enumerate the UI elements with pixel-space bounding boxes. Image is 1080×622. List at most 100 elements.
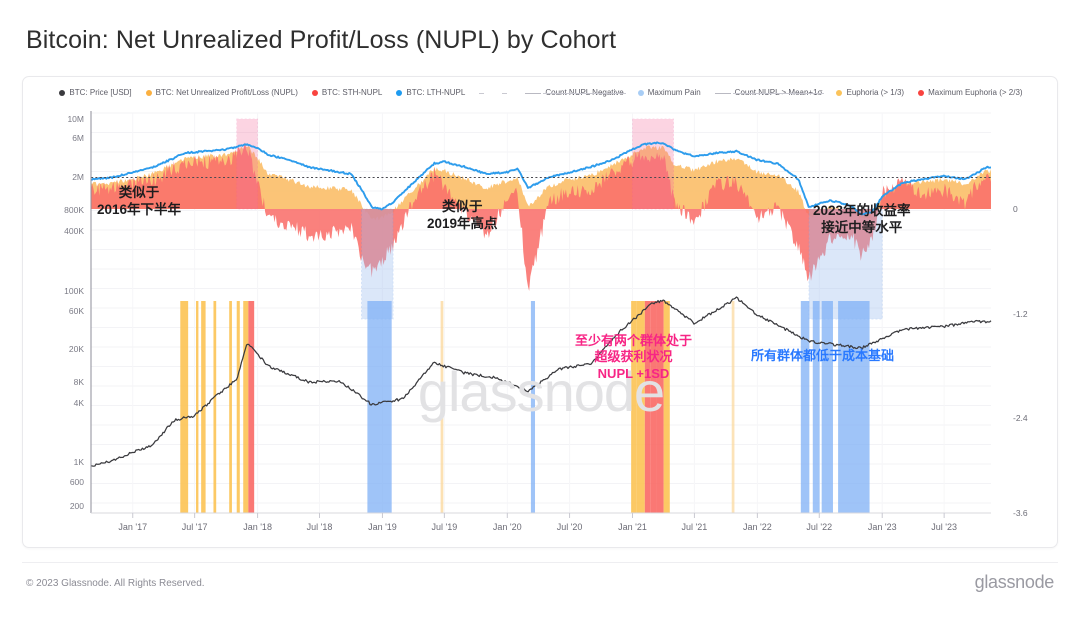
x-axis-ticks: Jan '17 Jul '17 Jan '18 Jul '18 Jan '19 Jul '… <box>118 513 957 532</box>
y-tick-label: 4K <box>74 398 85 408</box>
y-axis-right-ticks: 0 -1.2 -2.4 -3.6 <box>1013 204 1028 518</box>
y-tick-label: 20K <box>69 344 84 354</box>
price-band <box>440 301 444 513</box>
highlight-band <box>361 208 394 320</box>
price-band <box>644 301 651 513</box>
price-band <box>636 301 645 513</box>
sth-nupl-area <box>91 142 991 292</box>
x-tick-label: Jul '17 <box>182 522 208 532</box>
x-tick-label: Jul '20 <box>557 522 583 532</box>
x-tick-label: Jan '22 <box>743 522 772 532</box>
y-tick-label: 100K <box>64 286 84 296</box>
y-axis-left-ticks: 10M 6M 2M 800K 400K 100K 60K 20K 8K 4K 1K 600 200 <box>64 114 84 511</box>
legend-label: BTC: LTH-NUPL <box>406 88 466 97</box>
legend-dot-icon <box>918 90 925 96</box>
legend-dot-icon <box>836 90 843 96</box>
x-tick-label: Jul '23 <box>931 522 957 532</box>
y-tick-label-right: -1.2 <box>1013 309 1028 319</box>
legend-line-icon <box>525 92 542 94</box>
price-band <box>656 301 664 513</box>
highlight-band <box>632 118 674 210</box>
footer-logo: glassnode <box>974 572 1055 592</box>
legend-label: Count NUPL Negative <box>543 88 627 97</box>
price-band <box>812 301 820 513</box>
y-tick-label: 800K <box>64 205 84 215</box>
x-tick-label: Jul '18 <box>307 522 333 532</box>
price-band <box>229 301 232 513</box>
y-tick-label: 6M <box>72 133 84 143</box>
legend-dash-icon <box>502 92 508 94</box>
price-band <box>530 301 536 513</box>
nupl-area <box>91 145 991 221</box>
y-tick-label: 8K <box>74 377 85 387</box>
legend-item[interactable]: BTC: Price [USD] <box>59 88 132 97</box>
chart-card: BTC: Price [USD] BTC: Net Unrealized Prof… <box>22 76 1058 548</box>
chart-legend: BTC: Price [USD] BTC: Net Unrealized Prof… <box>23 83 1057 103</box>
x-tick-label: Jan '21 <box>618 522 647 532</box>
lth-nupl-line <box>91 141 991 216</box>
price-band <box>663 301 670 513</box>
legend-item[interactable]: BTC: LTH-NUPL <box>396 89 465 97</box>
x-tick-label: Jan '19 <box>368 522 397 532</box>
legend-item[interactable]: Count NUPL Negative <box>525 88 627 97</box>
legend-dot-icon <box>637 90 644 96</box>
y-tick-label-right: 0 <box>1013 204 1018 214</box>
price-band <box>196 301 199 513</box>
legend-item[interactable]: - <box>479 89 488 97</box>
y-tick-label-right: -3.6 <box>1013 508 1028 518</box>
footer-copyright: © 2023 Glassnode. All Rights Reserved. <box>26 578 205 589</box>
nupl-panel <box>91 142 991 292</box>
legend-label: BTC: Price [USD] <box>69 88 132 97</box>
legend-item[interactable]: Maximum Pain <box>637 88 701 97</box>
chart-svg: 10M 6M 2M 800K 400K 100K 60K 20K 8K 4K 1K 600 200 0 -1… <box>64 111 1028 532</box>
legend-label: BTC: STH-NUPL <box>321 88 383 97</box>
legend-line-icon <box>714 92 731 94</box>
price-band <box>243 301 249 513</box>
legend-item[interactable]: Maximum Euphoria (> 2/3) <box>918 88 1023 97</box>
price-highlight-bands <box>180 301 870 513</box>
x-tick-label: Jan '18 <box>243 522 272 532</box>
x-tick-label: Jul '21 <box>682 522 708 532</box>
x-tick-label: Jul '19 <box>431 522 457 532</box>
x-tick-label: Jul '22 <box>806 522 832 532</box>
legend-item[interactable]: - <box>502 89 511 97</box>
y-tick-label: 60K <box>69 306 84 316</box>
price-band <box>236 301 240 513</box>
price-band <box>631 301 637 513</box>
legend-dot-icon <box>59 90 66 96</box>
y-tick-label: 400K <box>64 226 84 236</box>
legend-item[interactable]: Count NUPL > Mean+1σ <box>714 88 825 97</box>
y-tick-label: 10M <box>67 114 84 124</box>
y-tick-label: 600 <box>70 477 84 487</box>
price-band <box>821 301 833 513</box>
x-tick-label: Jan '17 <box>118 522 147 532</box>
price-band <box>180 301 189 513</box>
legend-item[interactable]: BTC: STH-NUPL <box>311 88 383 97</box>
legend-dot-icon <box>396 90 403 96</box>
page-title: Bitcoin: Net Unrealized Profit/Loss (NUP… <box>26 26 617 54</box>
x-tick-label: Jan '23 <box>868 522 897 532</box>
legend-label: Maximum Pain <box>647 88 701 97</box>
y-tick-label: 200 <box>70 501 84 511</box>
legend-label: BTC: Net Unrealized Profit/Loss (NUPL) <box>155 88 298 97</box>
y-tick-label: 1K <box>74 457 85 467</box>
legend-item[interactable]: Euphoria (> 1/3) <box>836 89 904 97</box>
price-band <box>650 301 657 513</box>
y-tick-label-right: -2.4 <box>1013 413 1028 423</box>
legend-dash-icon <box>479 92 485 94</box>
highlight-band <box>808 208 883 320</box>
highlight-bands-upper <box>236 118 883 320</box>
legend-label: Maximum Euphoria (> 2/3) <box>928 88 1023 97</box>
footer-divider <box>22 562 1058 563</box>
price-band <box>213 301 217 513</box>
legend-dot-icon <box>311 90 318 96</box>
legend-item[interactable]: BTC: Net Unrealized Profit/Loss (NUPL) <box>145 88 298 97</box>
price-band <box>800 301 810 513</box>
price-band <box>731 301 735 513</box>
legend-dot-icon <box>145 90 152 96</box>
x-tick-label: Jan '20 <box>493 522 522 532</box>
y-tick-label: 2M <box>72 172 84 182</box>
legend-label: Count NUPL > Mean+1σ <box>732 88 825 97</box>
plot-area: 10M 6M 2M 800K 400K 100K 60K 20K 8K 4K 1K 600 200 0 -1… <box>23 103 1057 547</box>
